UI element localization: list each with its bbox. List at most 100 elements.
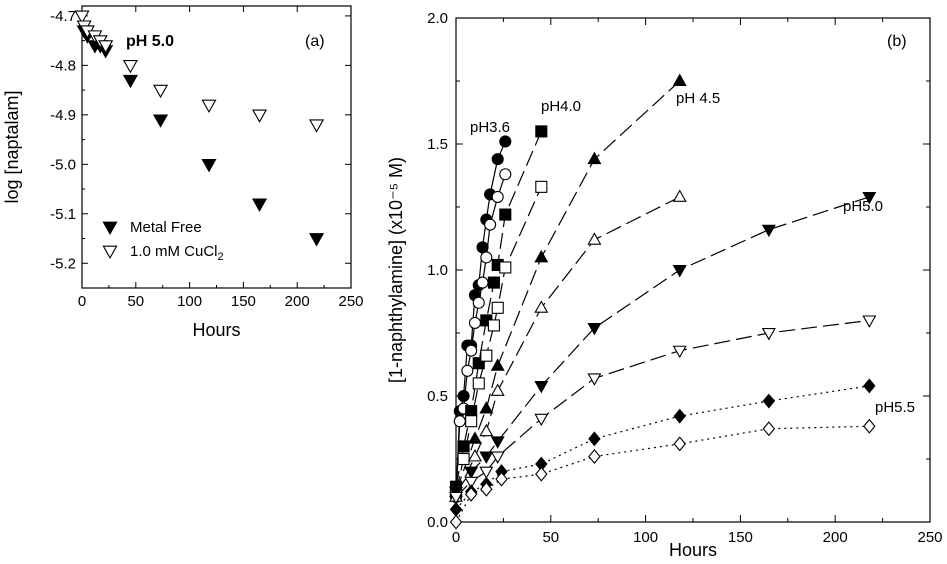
- point-ph4-0: [499, 208, 512, 221]
- point-ph5-0: [862, 191, 877, 205]
- point-series-6: [479, 423, 494, 437]
- panel-a-label: (a): [305, 33, 325, 50]
- series-label-ph5-5: pH5.5: [875, 399, 915, 416]
- point-ph4-0: [487, 276, 500, 289]
- point-series-2: [468, 316, 482, 329]
- point-ph5-0: [490, 436, 505, 449]
- legend-marker-metal-free: [102, 221, 118, 236]
- panel-a-y-tick-label: -4.8: [50, 57, 76, 74]
- point-ph5-5: [673, 408, 686, 424]
- line-ph5-5: [455, 385, 870, 510]
- point-series-4: [465, 415, 478, 428]
- panel-a-x-tick-label: 250: [338, 293, 363, 310]
- point-ph3-6: [499, 135, 512, 148]
- legend-label-metal-free: Metal Free: [130, 219, 202, 236]
- line-series-8: [455, 319, 870, 498]
- point-series-2: [472, 296, 485, 309]
- panel-a-title: pH 5.0: [126, 33, 174, 50]
- point-ph-4-5: [587, 151, 602, 165]
- panel-b-y-tick-label: 0.5: [427, 388, 448, 405]
- point-ph3-6: [491, 153, 504, 166]
- panel-b-x-axis-label: Hours: [669, 540, 717, 559]
- panel-a-x-axis-label: Hours: [192, 320, 240, 340]
- point-ph5-0: [587, 323, 602, 336]
- panel-b-y-tick-label: 1.0: [427, 262, 448, 279]
- line-ph5-0: [455, 196, 870, 493]
- point-ph5-0: [479, 451, 494, 464]
- point-series-10: [673, 436, 686, 452]
- point-series-10: [535, 466, 548, 482]
- point-series-8: [490, 451, 505, 464]
- panel-a-y-axis-label: log [naptalam]: [2, 90, 22, 203]
- point-ph5-5: [762, 393, 776, 409]
- point-1-0-mm-cucl2: [74, 10, 90, 24]
- point-series-8: [587, 373, 602, 386]
- point-series-8: [449, 491, 463, 505]
- panel-b-y-tick-label: 0.0: [427, 514, 448, 531]
- point-ph3-6: [476, 241, 489, 254]
- panel-b-x-tick-label: 200: [823, 529, 848, 546]
- point-series-6: [490, 383, 505, 396]
- point-series-10: [762, 421, 776, 437]
- panel-a-x-tick-label: 0: [78, 293, 86, 310]
- point-series-2: [465, 344, 478, 357]
- point-series-10: [495, 471, 508, 487]
- point-metal-free: [153, 114, 169, 128]
- point-series-8: [479, 466, 494, 480]
- point-series-4: [499, 261, 512, 274]
- point-series-4: [457, 452, 470, 466]
- series-label-ph5-0: pH5.0: [843, 198, 883, 215]
- point-series-8: [862, 315, 877, 328]
- point-1-0-mm-cucl2: [201, 99, 217, 113]
- point-series-6: [672, 189, 687, 202]
- legend-marker-cucl2: [102, 245, 118, 260]
- panel-b-x-tick-label: 250: [917, 529, 942, 546]
- point-1-0-mm-cucl2: [98, 40, 114, 54]
- point-ph-4-5: [490, 358, 505, 371]
- point-ph5-5: [863, 378, 876, 394]
- point-metal-free: [251, 198, 268, 212]
- point-series-2: [453, 415, 466, 428]
- point-metal-free: [309, 233, 325, 247]
- point-ph5-0: [534, 380, 549, 394]
- panel-a: 0 50 100 150 200 250-4.7-4.8-4.9-5.0-5.1-5.2 …: [2, 5, 364, 340]
- panel-a-y-tick-label: -4.9: [50, 107, 76, 124]
- point-ph-4-5: [672, 73, 687, 86]
- point-series-6: [467, 449, 482, 462]
- point-1-0-mm-cucl2: [122, 60, 138, 74]
- point-series-4: [535, 180, 548, 193]
- panel-b-x-tick-label: 0: [452, 529, 460, 546]
- point-series-8: [534, 413, 549, 427]
- point-ph-4-5: [534, 249, 549, 263]
- point-series-10: [863, 418, 876, 434]
- panel-a-x-tick-label: 150: [231, 293, 256, 310]
- point-1-0-mm-cucl2: [153, 84, 169, 99]
- panel-b: 0 50 100 150 200 250 0.0 0.5 1.0 1.5 2.0 pH3.6 pH4.…: [386, 10, 943, 560]
- point-1-0-mm-cucl2: [309, 119, 325, 133]
- point-series-2: [461, 364, 474, 377]
- panel-a-y-tick-label: -5.1: [50, 206, 76, 223]
- point-series-4: [491, 301, 504, 314]
- panel-a-y-tick-label: -4.7: [50, 8, 76, 25]
- point-ph4-0: [472, 357, 485, 370]
- point-ph4-0: [535, 125, 548, 138]
- panel-a-legend: Metal Free 1.0 mM CuCl2: [102, 219, 224, 263]
- point-ph5-0: [761, 224, 776, 238]
- point-ph4-0: [465, 405, 478, 418]
- series-label-ph4-0: pH4.0: [541, 98, 581, 115]
- legend-label-cucl2: 1.0 mM CuCl2: [130, 243, 224, 263]
- panel-b-x-tick-label: 50: [542, 529, 559, 546]
- panel-b-label: (b): [887, 33, 907, 50]
- point-series-4: [487, 319, 500, 332]
- point-series-10: [480, 481, 493, 497]
- point-series-4: [480, 349, 493, 362]
- point-ph-4-5: [479, 401, 494, 414]
- point-metal-free: [201, 158, 217, 173]
- point-series-6: [534, 300, 549, 313]
- point-series-2: [491, 190, 504, 203]
- point-series-8: [672, 345, 687, 359]
- panel-b-x-tick-label: 100: [633, 529, 658, 546]
- point-ph3-6: [457, 389, 470, 403]
